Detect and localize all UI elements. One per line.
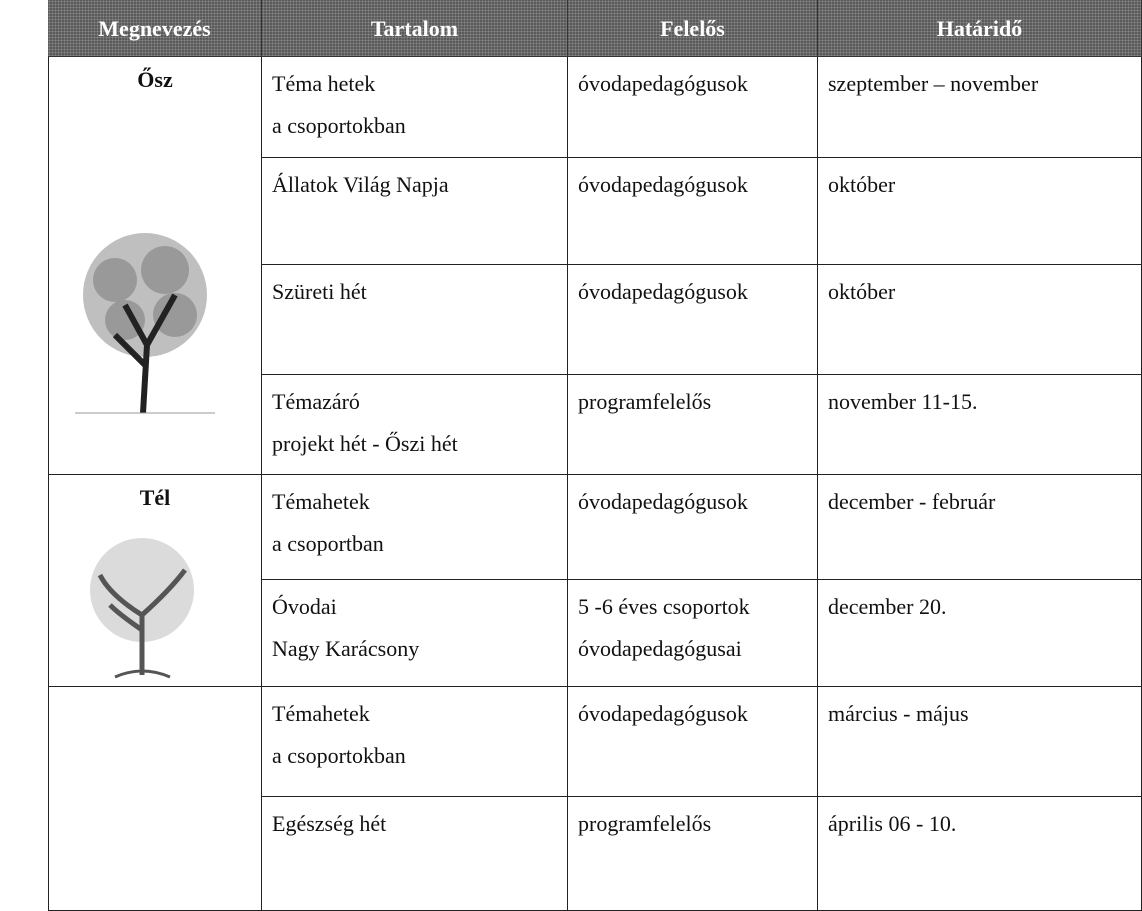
group-cell bbox=[48, 687, 262, 911]
header-cell: Felelős bbox=[568, 0, 818, 57]
table-cell: március - május bbox=[818, 687, 1142, 797]
cell-text: óvodapedagógusai bbox=[578, 636, 742, 661]
table-cell: Témazáró projekt hét - Őszi hét bbox=[262, 375, 568, 475]
table-cell: szeptember – november bbox=[818, 57, 1142, 158]
cell-text: december - február bbox=[828, 489, 996, 514]
cell-text: projekt hét - Őszi hét bbox=[272, 431, 458, 456]
cell-text: programfelelős bbox=[578, 389, 712, 414]
table-cell: december - február bbox=[818, 475, 1142, 580]
table-cell: április 06 - 10. bbox=[818, 797, 1142, 911]
cell-text: október bbox=[828, 279, 896, 304]
table-cell: november 11-15. bbox=[818, 375, 1142, 475]
cell-text: Óvodai bbox=[272, 594, 337, 619]
cell-text: Egészség hét bbox=[272, 811, 387, 836]
cell-text: december 20. bbox=[828, 594, 947, 619]
cell-text: Témahetek bbox=[272, 701, 370, 726]
table-cell: október bbox=[818, 158, 1142, 265]
cell-text: óvodapedagógusok bbox=[578, 701, 748, 726]
cell-text: óvodapedagógusok bbox=[578, 71, 748, 96]
table-cell: óvodapedagógusok bbox=[568, 265, 818, 375]
table-cell: Állatok Világ Napja bbox=[262, 158, 568, 265]
cell-text: Szüreti hét bbox=[272, 279, 367, 304]
autumn-tree bbox=[75, 233, 215, 414]
cell-text: a csoportokban bbox=[272, 113, 406, 138]
cell-text: Állatok Világ Napja bbox=[272, 172, 449, 197]
table-cell: óvodapedagógusok bbox=[568, 475, 818, 580]
cell-text: programfelelős bbox=[578, 811, 712, 836]
table-cell: óvodapedagógusok bbox=[568, 687, 818, 797]
cell-text: Nagy Karácsony bbox=[272, 636, 420, 661]
cell-text: Téma hetek bbox=[272, 71, 376, 96]
table-cell: Szüreti hét bbox=[262, 265, 568, 375]
winter-tree bbox=[90, 538, 194, 679]
table-cell: október bbox=[818, 265, 1142, 375]
cell-text: szeptember – november bbox=[828, 71, 1039, 96]
cell-text: 5 -6 éves csoportok bbox=[578, 594, 750, 619]
group-cell: Ősz bbox=[48, 57, 262, 475]
header-cell: Megnevezés bbox=[48, 0, 262, 57]
table-cell: óvodapedagógusok bbox=[568, 158, 818, 265]
group-label: Ősz bbox=[137, 67, 173, 92]
table-cell: december 20. bbox=[818, 580, 1142, 687]
table-cell: Téma hetek a csoportokban bbox=[262, 57, 568, 158]
group-cell: Tél bbox=[48, 475, 262, 687]
cell-text: március - május bbox=[828, 701, 969, 726]
cell-text: óvodapedagógusok bbox=[578, 172, 748, 197]
cell-text: Témazáró bbox=[272, 389, 360, 414]
table-cell: Témahetek a csoportban bbox=[262, 475, 568, 580]
table-cell: programfelelős bbox=[568, 797, 818, 911]
cell-text: november 11-15. bbox=[828, 389, 978, 414]
cell-text: a csoportokban bbox=[272, 743, 406, 768]
cell-text: október bbox=[828, 172, 896, 197]
table-cell: óvodapedagógusok bbox=[568, 57, 818, 158]
header-cell: Határidő bbox=[818, 0, 1142, 57]
table-cell: 5 -6 éves csoportok óvodapedagógusai bbox=[568, 580, 818, 687]
table-cell: Témahetek a csoportokban bbox=[262, 687, 568, 797]
cell-text: a csoportban bbox=[272, 531, 384, 556]
table-cell: programfelelős bbox=[568, 375, 818, 475]
cell-text: óvodapedagógusok bbox=[578, 279, 748, 304]
cell-text: április 06 - 10. bbox=[828, 811, 957, 836]
cell-text: Témahetek bbox=[272, 489, 370, 514]
cell-text: óvodapedagógusok bbox=[578, 489, 748, 514]
table-cell: Óvodai Nagy Karácsony bbox=[262, 580, 568, 687]
header-cell: Tartalom bbox=[262, 0, 568, 57]
table-cell: Egészség hét bbox=[262, 797, 568, 911]
group-label: Tél bbox=[139, 485, 171, 510]
